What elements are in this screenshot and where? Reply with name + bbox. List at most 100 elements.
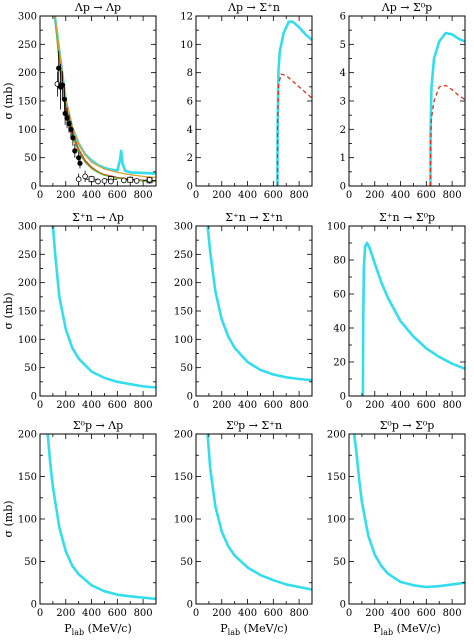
series-group xyxy=(361,241,465,396)
x-tick-label: 400 xyxy=(238,608,257,619)
y-tick-label: 250 xyxy=(174,250,193,261)
series-line-0 xyxy=(352,434,465,589)
x-label-unit: (MeV/c) xyxy=(84,622,132,635)
y-tick-label: 0 xyxy=(340,600,346,611)
y-tick-label: 4 xyxy=(187,125,193,136)
y-tick-label: 1 xyxy=(340,153,346,164)
y-tick-label: 6 xyxy=(340,12,346,23)
y-tick-label: 150 xyxy=(174,472,193,483)
y-tick-label: 250 xyxy=(18,250,37,261)
y-axis-label: σ (mb) xyxy=(2,500,15,537)
x-tick-label: 800 xyxy=(290,190,309,201)
x-tick-label: 600 xyxy=(264,608,283,619)
data-point-filled xyxy=(72,148,78,154)
data-point-open xyxy=(120,177,127,184)
data-point-open xyxy=(133,178,140,184)
panel-1-2: Σ⁺n → Σ⁰p 0 200 400 600 800 0 20 40 60 80 100 xyxy=(327,211,466,411)
x-tick-label: 400 xyxy=(238,400,257,411)
y-tick-label: 200 xyxy=(327,430,346,441)
series-group xyxy=(53,16,156,185)
data-point-open xyxy=(75,176,82,183)
y-tick-label: 20 xyxy=(333,358,346,369)
data-point-open xyxy=(108,178,114,185)
series-line-0 xyxy=(276,20,312,186)
plot-frame xyxy=(195,15,313,187)
x-label-unit: (MeV/c) xyxy=(393,622,441,635)
x-tick-label: 600 xyxy=(417,608,436,619)
y-tick-label: 100 xyxy=(327,222,346,233)
series-group xyxy=(206,434,312,591)
x-tick-label: 800 xyxy=(290,400,309,411)
x-tick-label: 0 xyxy=(193,608,199,619)
x-tick-label: 800 xyxy=(134,190,153,201)
y-tick-label: 2 xyxy=(187,153,193,164)
x-tick-label: 600 xyxy=(417,190,436,201)
y-tick-label: 60 xyxy=(333,290,346,301)
x-tick-label: 600 xyxy=(108,608,127,619)
x-label-main: P xyxy=(64,622,72,635)
series-group xyxy=(51,226,156,389)
x-tick-label: 800 xyxy=(443,400,462,411)
plot-frame xyxy=(195,225,313,397)
y-tick-label: 40 xyxy=(333,324,346,335)
panel-title: Λp → Σ⁺n xyxy=(227,1,280,14)
data-point-filled xyxy=(76,155,82,161)
y-tick-label: 100 xyxy=(327,515,346,526)
x-tick-label: 600 xyxy=(264,190,283,201)
data-point-filled xyxy=(62,110,68,117)
x-tick-label: 200 xyxy=(56,190,75,201)
series-line-2 xyxy=(54,16,156,183)
data-point-open xyxy=(95,178,101,185)
y-tick-label: 150 xyxy=(18,97,37,108)
y-tick-label: 200 xyxy=(18,278,37,289)
y-tick-label: 300 xyxy=(18,12,37,23)
x-tick-label: 600 xyxy=(264,400,283,411)
y-tick-label: 150 xyxy=(18,472,37,483)
y-tick-label: 100 xyxy=(18,515,37,526)
x-tick-label: 400 xyxy=(391,400,410,411)
y-axis-label: σ (mb) xyxy=(2,82,15,119)
panel-2-2: Σ⁰p → Σ⁰p 0 200 400 600 800 0 50 100 150 200 Plab (… xyxy=(327,419,466,637)
x-tick-label: 200 xyxy=(365,608,384,619)
y-axis-label: σ (mb) xyxy=(2,292,15,329)
y-tick-label: 0 xyxy=(31,600,37,611)
x-tick-label: 800 xyxy=(134,608,153,619)
x-label-main: P xyxy=(373,622,381,635)
x-label-sub: lab xyxy=(72,628,84,637)
x-tick-label: 800 xyxy=(443,190,462,201)
y-tick-label: 0 xyxy=(31,182,37,193)
y-tick-label: 100 xyxy=(174,515,193,526)
data-point-open xyxy=(101,178,108,184)
plot-frame xyxy=(348,225,466,397)
y-tick-label: 200 xyxy=(174,278,193,289)
data-point-filled xyxy=(64,115,70,121)
series-group xyxy=(46,434,156,601)
data-point-filled xyxy=(68,126,74,132)
data-point-square xyxy=(127,176,134,183)
panel-title: Σ⁰p → Λp xyxy=(73,419,123,432)
x-axis-label: Plab (MeV/c) xyxy=(373,622,441,637)
panel-1-0: Σ⁺n → Λp 0 200 400 600 800 0 50 100 150 200 250 300 σ… xyxy=(2,211,157,411)
y-tick-label: 4 xyxy=(340,68,346,79)
y-tick-label: 50 xyxy=(333,557,346,568)
panel-0-1: Λp → Σ⁺n 0 200 400 600 800 0 2 4 6 8 10 12 xyxy=(180,1,313,201)
y-tick-label: 80 xyxy=(333,256,346,267)
plot-frame xyxy=(39,225,157,397)
data-point-filled xyxy=(77,160,83,166)
y-tick-label: 300 xyxy=(18,222,37,233)
x-label-sub: lab xyxy=(228,628,240,637)
y-tick-label: 0 xyxy=(187,182,193,193)
series-line-0 xyxy=(206,226,312,382)
x-tick-label: 400 xyxy=(82,608,101,619)
y-tick-label: 50 xyxy=(24,153,37,164)
x-tick-label: 800 xyxy=(443,608,462,619)
series-line-1 xyxy=(276,73,312,186)
y-tick-label: 0 xyxy=(31,392,37,403)
series-group xyxy=(429,31,465,186)
panel-0-0: Λp → Λp 0 200 400 600 800 0 50 100 150 200 250 300 σ … xyxy=(2,1,157,201)
y-tick-label: 200 xyxy=(18,430,37,441)
x-tick-label: 600 xyxy=(108,190,127,201)
x-tick-label: 200 xyxy=(365,400,384,411)
series-group xyxy=(206,226,312,382)
